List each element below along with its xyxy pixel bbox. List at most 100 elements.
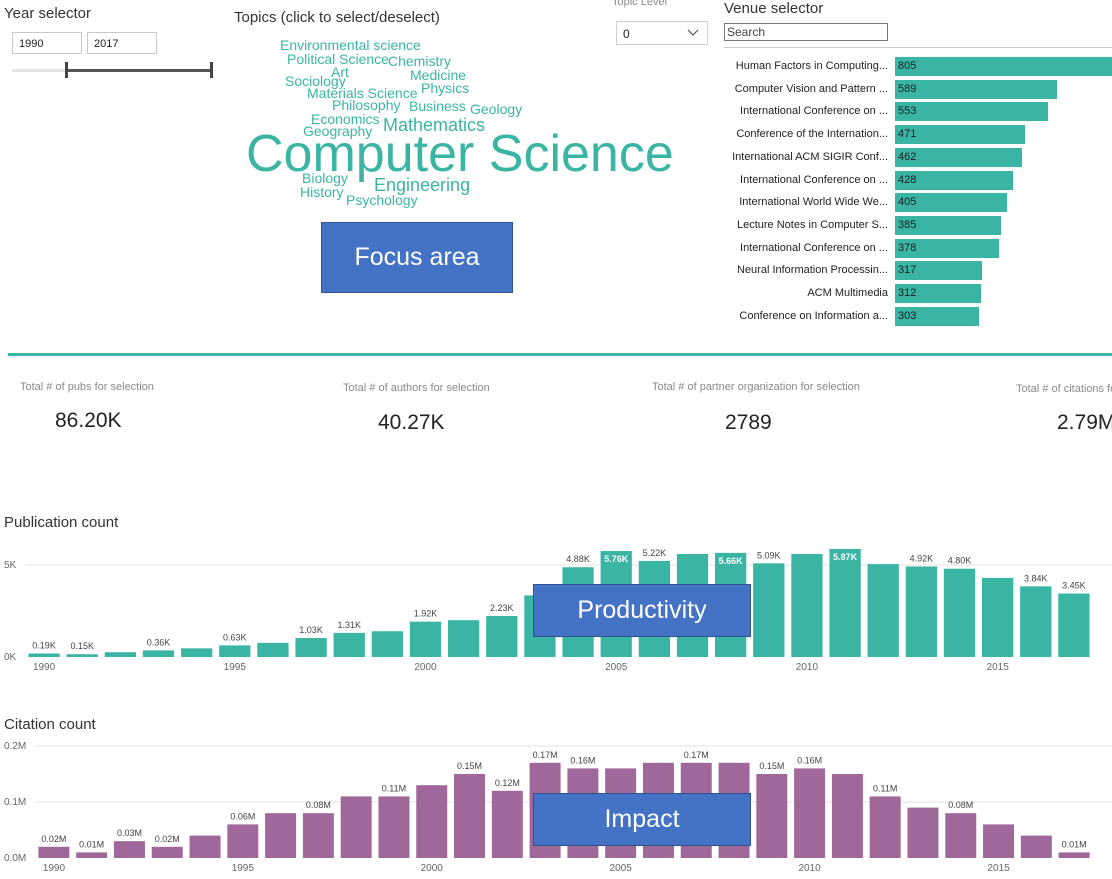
bar[interactable] xyxy=(28,653,60,657)
bar[interactable] xyxy=(181,648,213,657)
bar[interactable] xyxy=(943,568,976,657)
topic-word[interactable]: Geography xyxy=(303,123,373,139)
bar[interactable] xyxy=(416,785,448,858)
venue-bar[interactable]: 385 xyxy=(895,215,1002,235)
bar[interactable] xyxy=(66,654,98,657)
bar[interactable] xyxy=(831,774,863,858)
bar[interactable] xyxy=(76,852,108,858)
venue-row[interactable]: Conference on Information a... 303 xyxy=(724,306,1112,326)
bar[interactable] xyxy=(867,564,899,657)
bar[interactable] xyxy=(295,638,327,657)
bar[interactable] xyxy=(829,549,861,657)
bar[interactable] xyxy=(340,796,372,858)
bar[interactable] xyxy=(104,652,136,657)
topic-word[interactable]: Chemistry xyxy=(388,53,452,69)
topic-level-dropdown[interactable]: 0 xyxy=(616,21,708,45)
bar[interactable] xyxy=(371,631,403,657)
bar[interactable] xyxy=(409,621,442,657)
topic-word[interactable]: Environmental science xyxy=(280,37,421,53)
bar[interactable] xyxy=(38,846,70,858)
bar[interactable] xyxy=(905,566,937,657)
venue-row[interactable]: Conference of the Internation... 471 xyxy=(724,125,1112,145)
venue-row[interactable]: International Conference on ... 428 xyxy=(724,170,1112,190)
bar[interactable] xyxy=(1020,586,1052,657)
topic-word[interactable]: History xyxy=(300,184,344,200)
venue-bar[interactable]: 428 xyxy=(895,170,1014,190)
bar[interactable] xyxy=(448,620,480,657)
venue-row[interactable]: ACM Multimedia 312 xyxy=(724,284,1112,303)
bar[interactable] xyxy=(219,645,251,657)
venue-bar[interactable]: 312 xyxy=(895,284,982,303)
venue-bar[interactable]: 805 xyxy=(895,57,1112,76)
bar[interactable] xyxy=(907,807,939,858)
venue-divider xyxy=(724,47,1112,48)
bar[interactable] xyxy=(454,774,486,858)
bar[interactable] xyxy=(189,835,221,858)
topic-word[interactable]: Materials Science xyxy=(307,85,418,101)
topic-word[interactable]: Philosophy xyxy=(332,97,401,113)
topic-word[interactable]: Business xyxy=(409,98,466,114)
bar[interactable] xyxy=(1020,835,1052,858)
venue-bar[interactable]: 378 xyxy=(895,238,1000,258)
venue-bar[interactable]: 303 xyxy=(895,306,979,326)
topic-word[interactable]: Medicine xyxy=(410,67,467,83)
bar[interactable] xyxy=(378,796,410,858)
venue-row[interactable]: International World Wide We... 405 xyxy=(724,193,1112,213)
venue-bar[interactable]: 462 xyxy=(895,147,1023,167)
bar[interactable] xyxy=(302,813,334,858)
bar[interactable] xyxy=(1058,852,1090,858)
bar[interactable] xyxy=(869,796,901,858)
bar[interactable] xyxy=(982,577,1014,657)
topic-word[interactable]: Psychology xyxy=(346,192,418,208)
bar[interactable] xyxy=(1058,593,1090,657)
year-end-input[interactable]: 2017 xyxy=(87,32,157,54)
topic-word[interactable]: Political Science xyxy=(287,51,389,67)
venue-row[interactable]: Lecture Notes in Computer S... 385 xyxy=(724,215,1112,235)
data-label: 0.01M xyxy=(1062,839,1087,849)
kpi-citations-label: Total # of citations for selection xyxy=(1016,383,1112,395)
bar[interactable] xyxy=(113,841,145,858)
bar[interactable] xyxy=(227,824,259,858)
topic-word[interactable]: Mathematics xyxy=(383,115,486,135)
bar[interactable] xyxy=(486,615,518,657)
bar[interactable] xyxy=(794,768,826,858)
venue-bar[interactable]: 405 xyxy=(895,193,1007,213)
bar[interactable] xyxy=(945,813,977,858)
bar[interactable] xyxy=(491,790,523,858)
topic-word[interactable]: Engineering xyxy=(374,175,471,195)
venue-bar[interactable]: 471 xyxy=(895,125,1025,145)
kpi-authors-value: 40.27K xyxy=(378,411,445,434)
bar[interactable] xyxy=(756,774,788,858)
bar[interactable] xyxy=(333,632,365,657)
topic-word[interactable]: Sociology xyxy=(285,73,346,89)
venue-bar[interactable]: 553 xyxy=(895,102,1048,122)
year-start-input[interactable]: 1990 xyxy=(12,32,82,54)
bar[interactable] xyxy=(791,553,823,657)
bar[interactable] xyxy=(142,650,175,657)
year-slider-end-handle[interactable] xyxy=(210,62,213,78)
bar[interactable] xyxy=(257,642,289,657)
topic-word[interactable]: Geology xyxy=(470,101,523,117)
venue-row[interactable]: Human Factors in Computing... 805 xyxy=(724,57,1112,76)
bar[interactable] xyxy=(983,824,1015,858)
venue-row[interactable]: Neural Information Processin... 317 xyxy=(724,261,1112,281)
topic-word[interactable]: Computer Science xyxy=(246,125,674,183)
data-label: 5.76K xyxy=(604,554,629,564)
bar[interactable] xyxy=(753,563,785,657)
y-tick-label: 5K xyxy=(4,560,17,571)
bar[interactable] xyxy=(265,813,297,858)
data-label: 5.66K xyxy=(719,556,744,566)
bar[interactable] xyxy=(151,846,183,858)
venue-row[interactable]: International ACM SIGIR Conf... 462 xyxy=(724,147,1112,167)
venue-bar[interactable]: 317 xyxy=(895,261,983,281)
topic-word[interactable]: Economics xyxy=(311,111,380,127)
venue-row[interactable]: International Conference on ... 553 xyxy=(724,102,1112,122)
year-slider-start-handle[interactable] xyxy=(65,62,69,78)
topic-word[interactable]: Art xyxy=(331,64,349,80)
topic-word[interactable]: Biology xyxy=(302,170,348,186)
venue-row[interactable]: International Conference on ... 378 xyxy=(724,238,1112,258)
venue-row[interactable]: Computer Vision and Pattern ... 589 xyxy=(724,79,1112,99)
topic-word[interactable]: Physics xyxy=(421,80,470,96)
venue-search-input[interactable]: Search xyxy=(724,23,888,41)
venue-bar[interactable]: 589 xyxy=(895,79,1058,99)
